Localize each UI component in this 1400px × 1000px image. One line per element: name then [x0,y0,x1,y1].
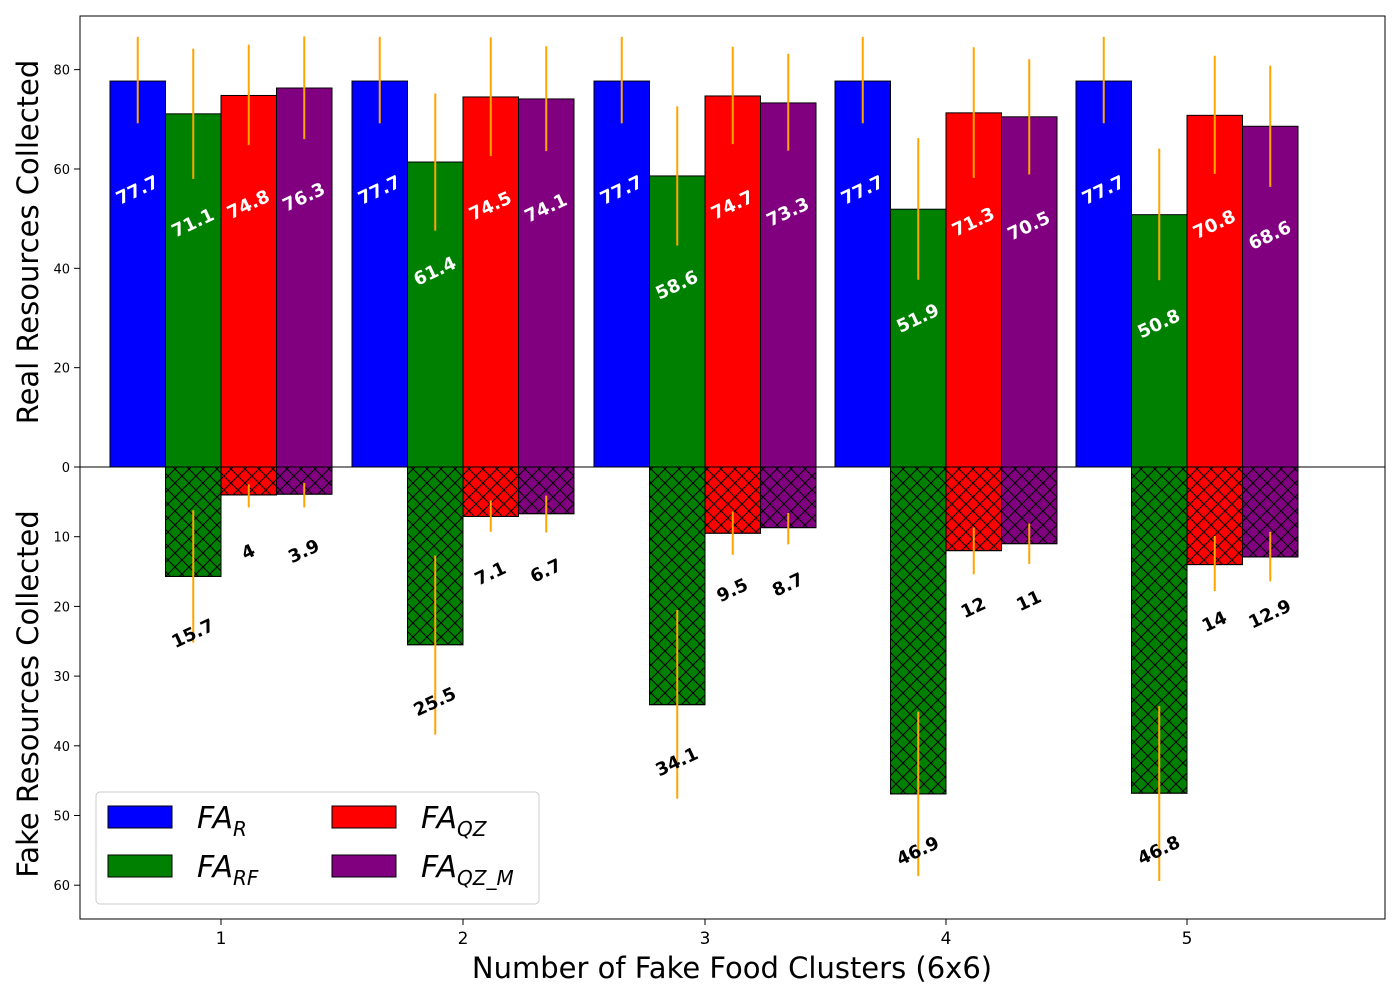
error-bars-layer [136,36,1272,882]
legend-frame [95,791,540,905]
x-tick-label-5: 5 [1182,929,1193,949]
bar-real-fa-qz-m-1 [276,87,333,468]
legend-swatch-fa-qz [331,805,397,829]
y-tick-label-bottom-60: 60 [53,879,70,894]
legend-subscript-fa-qz-m: QZ_M [457,866,514,890]
bar-real-fa-qz-m-2 [518,98,575,468]
bar-real-fa-qz-m-4 [1001,116,1058,468]
y-tick-label-bottom-10: 10 [53,531,70,546]
y-tick-label-bottom-40: 40 [53,740,70,755]
y-axis-title-bottom: Fake Resources Collected [11,510,45,877]
legend-label-fa-rf: FARF [197,850,259,890]
y-tick-label-top-80: 80 [53,64,70,79]
bar-real-fa-qz-2 [462,96,519,468]
y-tick-label-bottom-20: 20 [53,600,70,615]
y-tick-label-top-0: 0 [62,461,70,476]
bar-real-fa-qz-1 [220,94,277,468]
x-tick-label-1: 1 [216,929,227,949]
legend-subscript-fa-qz: QZ [457,817,488,841]
legend-subscript-fa-r: R [233,817,247,841]
legend-swatch-fa-rf [107,854,173,878]
y-tick-label-top-20: 20 [53,362,70,377]
legend-swatch-fa-r [107,805,173,829]
y-tick-label-bottom-30: 30 [53,670,70,685]
bar-real-fa-r-5 [1075,80,1132,468]
x-tick-label-4: 4 [941,929,952,949]
x-ticks-layer: 1 2 3 4 5 [216,919,1193,949]
bar-real-fa-r-1 [109,80,166,468]
y-tick-label-bottom-50: 50 [53,810,70,825]
x-tick-label-3: 3 [700,929,711,949]
bar-real-fa-r-4 [834,80,891,468]
legend-swatch-fa-qz-m [331,854,397,878]
bar-real-fa-r-3 [593,80,650,468]
x-tick-label-2: 2 [458,929,469,949]
bar-real-fa-qz-3 [704,95,761,468]
bar-real-fa-r-2 [351,80,408,468]
x-axis-title: Number of Fake Food Clusters (6x6) [472,951,992,985]
y-ticks-layer: 0 20 40 60 80 10 20 30 40 50 60 [53,64,80,894]
y-tick-label-top-40: 40 [53,262,70,277]
y-tick-label-top-60: 60 [53,163,70,178]
legend-label-fa-qz: FAQZ [421,801,488,841]
y-axis-title-top: Real Resources Collected [11,60,45,425]
bars-layer [109,80,1299,795]
legend-subscript-fa-rf: RF [233,866,259,890]
bar-real-fa-qz-m-3 [760,102,817,468]
